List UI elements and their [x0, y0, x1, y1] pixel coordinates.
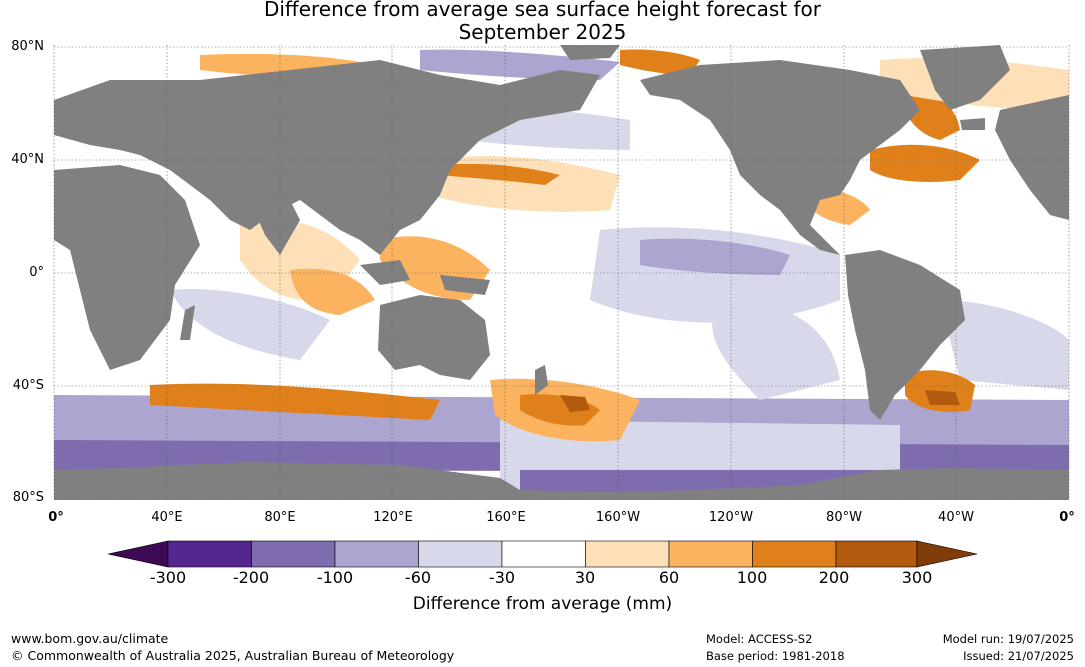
colorbar-tick: 100	[736, 568, 768, 587]
anomaly-region-south-atlantic-pale	[940, 300, 1069, 390]
land-europe-west	[995, 95, 1069, 220]
lon-label-40e: 40°E	[151, 510, 183, 525]
anomaly-region-kuroshio-positive	[440, 163, 560, 185]
land-india	[250, 200, 300, 255]
land-new-guinea	[440, 275, 490, 295]
gridlines	[53, 45, 1070, 500]
anomaly-region-south-east-pacific-pale	[712, 300, 840, 400]
land-eurasia	[54, 60, 600, 255]
colorbar-swatch	[668, 540, 753, 568]
land-iceland	[960, 118, 985, 130]
land-indonesia	[360, 260, 410, 285]
colorbar-title: Difference from average (mm)	[412, 594, 673, 614]
footer-model-run: Model run: 19/07/2025	[942, 632, 1074, 646]
colorbar-swatch	[501, 540, 586, 568]
lon-label-120e: 120°E	[373, 510, 413, 525]
land-arctic-islands	[560, 45, 620, 60]
lat-label-80s: 80°S	[12, 490, 44, 505]
colorbar-tick: 200	[818, 568, 850, 587]
land-africa	[54, 165, 200, 370]
lon-label-160w: 160°W	[595, 510, 641, 525]
colorbar	[107, 540, 978, 568]
footer-url[interactable]: www.bom.gov.au/climate	[11, 631, 169, 646]
lat-label-40n: 40°N	[11, 152, 44, 167]
lon-label-0-left: 0°	[48, 510, 64, 525]
colorbar-tick: 60	[658, 568, 680, 587]
map-title-line2: September 2025	[458, 20, 627, 44]
lon-label-80e: 80°E	[264, 510, 296, 525]
colorbar-swatch	[251, 540, 336, 568]
anomaly-region-barents-positive	[620, 49, 700, 75]
anomaly-layer	[54, 49, 1069, 492]
lat-label-equator: 0°	[29, 265, 44, 280]
anomaly-region-indian-ocean-pale	[170, 289, 330, 360]
colorbar-tick: 30	[574, 568, 596, 587]
lon-label-160e: 160°E	[486, 510, 526, 525]
anomaly-region-tasman-strong	[560, 395, 590, 412]
lat-label-40s: 40°S	[12, 378, 44, 393]
footer-copyright: © Commonwealth of Australia 2025, Austra…	[11, 648, 455, 663]
land-greenland	[920, 45, 1010, 110]
colorbar-tick: -30	[488, 568, 516, 587]
land-layer	[54, 45, 1069, 500]
lon-label-120w: 120°W	[708, 510, 754, 525]
land-australia	[378, 295, 490, 380]
colorbar-swatch	[585, 540, 670, 568]
land-antarctica	[54, 462, 1069, 500]
colorbar-tick: -60	[404, 568, 432, 587]
lon-label-40w: 40°W	[938, 510, 974, 525]
colorbar-swatch	[752, 540, 837, 568]
anomaly-region-gulf-stream-positive	[870, 144, 980, 182]
land-madagascar	[180, 305, 195, 340]
lon-label-0-right: 0°	[1059, 510, 1075, 525]
land-south-america	[845, 250, 965, 420]
lat-label-80n: 80°N	[11, 39, 44, 54]
colorbar-tick: -100	[316, 568, 354, 587]
colorbar-swatch	[835, 540, 918, 568]
colorbar-swatch	[167, 540, 252, 568]
anomaly-region-indian-southern-positive	[150, 383, 440, 420]
anomaly-region-eastern-indian-positive	[290, 268, 375, 315]
footer-base-period: Base period: 1981-2018	[706, 649, 845, 663]
colorbar-swatch	[334, 540, 419, 568]
lon-label-80w: 80°W	[826, 510, 862, 525]
map-title-line1: Difference from average sea surface heig…	[263, 0, 822, 21]
land-north-america	[640, 60, 920, 255]
anomaly-region-south-atlantic-strong	[925, 390, 960, 405]
anomaly-region-central-pacific-light	[640, 238, 790, 275]
footer-model: Model: ACCESS-S2	[706, 632, 813, 646]
colorbar-tick: -200	[232, 568, 270, 587]
colorbar-swatch	[418, 540, 503, 568]
colorbar-tick: -300	[149, 568, 187, 587]
colorbar-extend-low	[107, 540, 169, 568]
land-new-zealand	[535, 365, 548, 395]
colorbar-extend-high	[916, 540, 978, 568]
footer-issued: Issued: 21/07/2025	[963, 649, 1074, 663]
colorbar-tick: 300	[901, 568, 933, 587]
